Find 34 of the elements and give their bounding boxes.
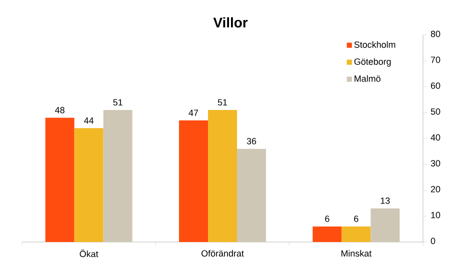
data-label: 6 xyxy=(325,216,330,222)
data-label: 36 xyxy=(246,138,256,144)
data-label: 44 xyxy=(84,117,94,124)
bar xyxy=(74,128,104,242)
y-tick-label: 30 xyxy=(430,160,440,166)
data-label: 6 xyxy=(354,216,358,222)
bar xyxy=(312,226,342,242)
legend-label: Göteborg xyxy=(354,58,391,67)
y-tick-label: 50 xyxy=(430,108,440,115)
y-tick-label: 10 xyxy=(431,212,440,218)
y-tick-label: 20 xyxy=(430,186,440,192)
chart-title: Villor xyxy=(213,17,248,28)
bar xyxy=(237,148,266,242)
data-label: 48 xyxy=(55,106,64,114)
x-tick-label: Ökat xyxy=(80,250,98,258)
data-label: 13 xyxy=(380,197,390,204)
legend-label: Stockholm xyxy=(354,41,396,48)
bar xyxy=(370,208,400,242)
y-tick-label: 80 xyxy=(430,30,440,38)
bar xyxy=(179,120,208,242)
y-tick-label: 60 xyxy=(430,82,440,89)
data-label: 47 xyxy=(188,110,198,116)
legend-label: Malmö xyxy=(354,75,380,82)
bar xyxy=(208,110,238,242)
bar xyxy=(342,226,371,242)
bar xyxy=(103,110,132,242)
bar xyxy=(45,118,74,242)
data-label: 51 xyxy=(218,99,228,106)
y-tick-label: 70 xyxy=(430,56,440,63)
data-label: 51 xyxy=(113,99,122,106)
x-tick-label: Oförändrat xyxy=(201,250,244,257)
x-tick-label: Minskat xyxy=(341,250,372,257)
y-tick-label: 40 xyxy=(430,134,440,141)
y-tick-label: 0 xyxy=(430,238,436,244)
